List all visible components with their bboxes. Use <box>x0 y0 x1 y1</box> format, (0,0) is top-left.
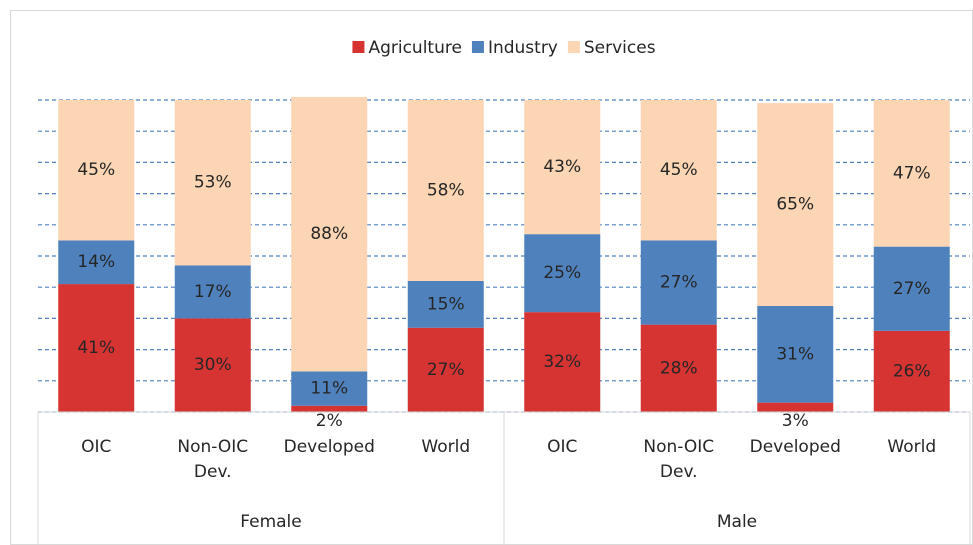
data-label: 3% <box>782 411 809 431</box>
bar-segment <box>524 234 601 313</box>
bar-segment <box>640 240 717 325</box>
data-label: 31% <box>776 344 814 364</box>
bar-segment <box>524 312 601 412</box>
bar-segment <box>757 103 834 306</box>
data-label: 41% <box>77 338 115 358</box>
data-label: 65% <box>776 195 814 215</box>
data-label: 2% <box>316 411 343 431</box>
x-tick-label: Non-OIC Dev. <box>643 437 714 482</box>
data-label: 27% <box>893 279 931 299</box>
bar-segment <box>174 265 251 319</box>
data-label: 26% <box>893 361 931 381</box>
legend-swatch <box>567 41 580 53</box>
x-tick-label: World <box>421 437 470 457</box>
bar-segment <box>291 96 368 372</box>
legend-label: Industry <box>488 38 558 58</box>
bar-segment <box>407 100 484 281</box>
data-label: 32% <box>543 352 581 372</box>
bar-segment <box>58 100 135 241</box>
bar-segment <box>640 324 717 412</box>
x-tick-label-line: Dev. <box>194 462 232 482</box>
data-label: 53% <box>194 173 232 193</box>
bar-segment <box>291 405 368 412</box>
group-label: Female <box>240 512 301 532</box>
data-label: 25% <box>543 263 581 283</box>
bar-segment <box>757 305 834 403</box>
data-label: 14% <box>77 252 115 272</box>
x-tick-label: Developed <box>750 437 841 457</box>
legend-swatch <box>471 41 484 53</box>
data-label: 47% <box>893 163 931 183</box>
data-label: 45% <box>660 160 698 180</box>
bar-segment <box>174 100 251 266</box>
bar-segment <box>291 371 368 406</box>
data-label: 17% <box>194 282 232 302</box>
x-tick-label-line: Non-OIC <box>177 437 248 457</box>
bar-segment <box>174 318 251 412</box>
data-label: 28% <box>660 358 698 378</box>
bar-segment <box>58 240 135 285</box>
bar-segment <box>873 246 950 331</box>
x-tick-label: World <box>887 437 936 457</box>
data-label: 11% <box>310 379 348 399</box>
bar-segment <box>757 402 834 412</box>
bar-segment <box>640 100 717 241</box>
data-label: 30% <box>194 355 232 375</box>
data-label: 88% <box>310 224 348 244</box>
x-tick-label: Non-OIC Dev. <box>177 437 248 482</box>
legend-label: Agriculture <box>368 38 462 58</box>
data-label: 15% <box>427 294 465 314</box>
data-label: 45% <box>77 160 115 180</box>
x-tick-label-line: Dev. <box>660 462 698 482</box>
x-tick-label-line: Non-OIC <box>643 437 714 457</box>
x-tick-label: Developed <box>284 437 375 457</box>
bar-segment <box>407 280 484 328</box>
data-label: 58% <box>427 180 465 200</box>
legend-swatch <box>352 41 365 53</box>
bar-segment <box>407 327 484 412</box>
data-label: 43% <box>543 157 581 177</box>
data-label: 27% <box>427 360 465 380</box>
bar-segment <box>873 100 950 247</box>
bar-segment <box>58 284 135 412</box>
x-tick-label: OIC <box>547 437 577 457</box>
legend-label: Services <box>584 38 656 58</box>
data-label: 27% <box>660 273 698 293</box>
group-label: Male <box>717 512 757 532</box>
bar-segment <box>873 330 950 412</box>
x-tick-label: OIC <box>81 437 111 457</box>
bar-segment <box>524 100 601 235</box>
